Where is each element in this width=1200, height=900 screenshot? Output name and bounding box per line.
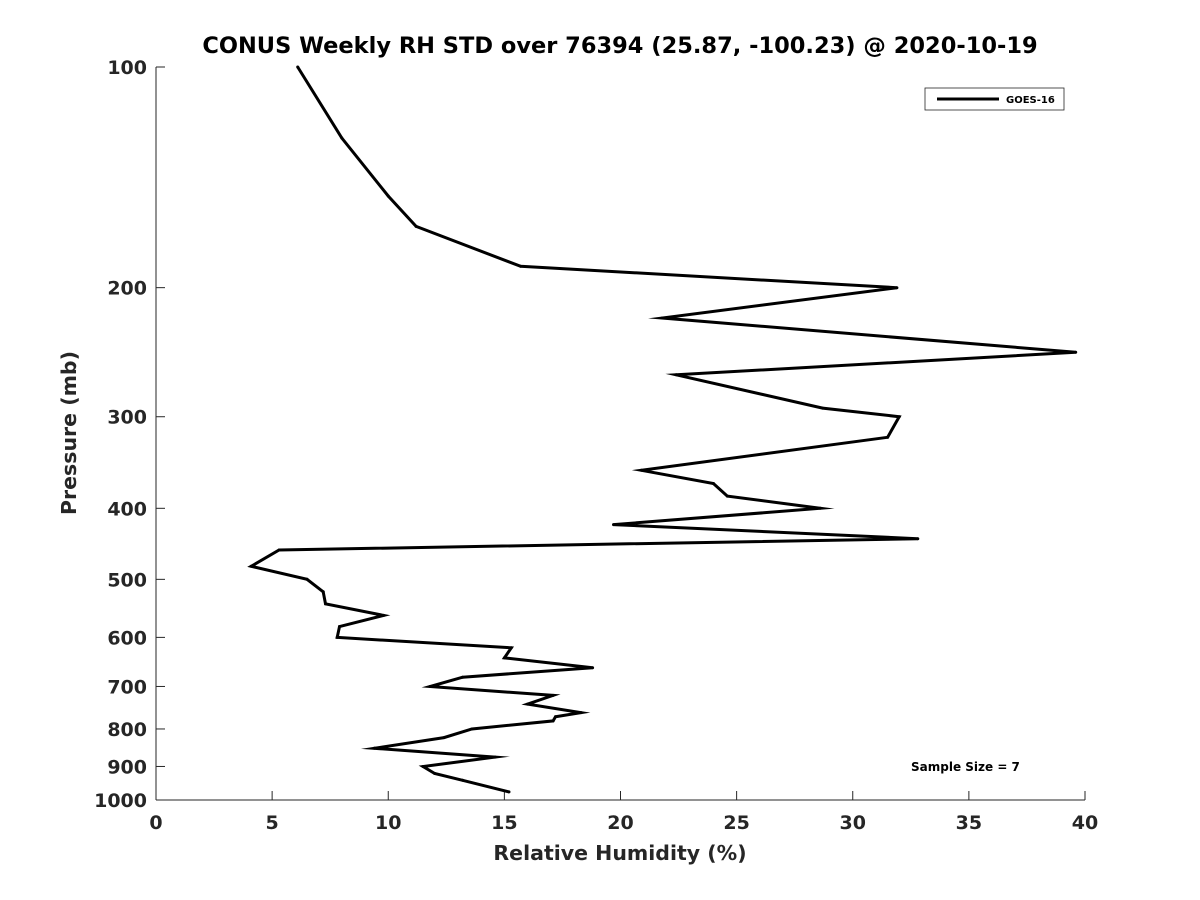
data-point <box>386 194 390 198</box>
data-point <box>507 790 511 794</box>
series-layer <box>247 65 1078 794</box>
sample-size-annotation: Sample Size = 7 <box>911 760 1020 774</box>
data-point <box>821 406 825 410</box>
data-point <box>818 506 822 510</box>
data-point <box>421 765 425 768</box>
data-point <box>591 666 595 670</box>
y-tick-label: 1000 <box>94 790 147 812</box>
data-point <box>493 755 497 759</box>
data-point <box>277 548 281 552</box>
data-point <box>296 65 300 69</box>
legend: GOES-16 <box>924 87 1065 111</box>
y-tick-label: 700 <box>107 676 147 698</box>
data-point <box>305 577 309 581</box>
y-tick-label: 200 <box>107 278 147 300</box>
data-point <box>579 711 583 715</box>
y-tick-label: 100 <box>107 57 147 79</box>
data-point <box>335 635 339 639</box>
data-point <box>470 727 474 731</box>
y-tick-label: 400 <box>107 498 147 520</box>
legend-label-goes16: GOES-16 <box>1006 95 1055 106</box>
x-tick-label: 5 <box>266 812 279 834</box>
data-point <box>428 685 432 688</box>
data-point <box>433 772 437 775</box>
x-tick-label: 0 <box>149 812 162 834</box>
data-point <box>674 373 678 377</box>
data-point <box>338 625 341 629</box>
y-axis-ticks: 100 200 300 400 500 600 700 800 900 1000 <box>94 57 165 812</box>
data-point <box>886 435 890 439</box>
y-tick-label: 600 <box>107 627 147 649</box>
data-point <box>554 715 557 719</box>
series-line-goes16 <box>247 66 1076 794</box>
data-point <box>340 136 344 140</box>
data-point <box>502 656 506 660</box>
data-point <box>382 613 386 617</box>
data-point <box>895 286 899 290</box>
data-point <box>442 736 446 740</box>
data-point <box>1074 350 1078 354</box>
x-tick-label: 40 <box>1072 812 1098 834</box>
data-point <box>526 702 530 706</box>
data-point <box>551 693 555 697</box>
x-tick-label: 20 <box>607 812 633 834</box>
data-point <box>612 523 615 527</box>
y-tick-label: 900 <box>107 756 147 778</box>
data-point <box>324 602 327 606</box>
chart-title: CONUS Weekly RH STD over 76394 (25.87, -… <box>202 33 1037 59</box>
data-point <box>639 468 643 472</box>
data-point <box>509 646 513 650</box>
data-point <box>321 590 325 594</box>
data-point <box>660 316 664 320</box>
y-tick-label: 800 <box>107 719 147 741</box>
x-tick-label: 15 <box>491 812 517 834</box>
x-tick-label: 25 <box>723 812 749 834</box>
data-point <box>711 482 715 485</box>
data-point <box>725 494 729 498</box>
x-tick-label: 35 <box>956 812 982 834</box>
plot-area <box>156 67 1085 800</box>
x-axis-label: Relative Humidity (%) <box>493 841 746 865</box>
data-point <box>551 719 555 723</box>
data-point <box>249 564 253 568</box>
data-point <box>519 264 523 268</box>
x-axis-ticks: 0 5 10 15 20 25 30 35 40 <box>149 791 1098 834</box>
x-tick-label: 30 <box>840 812 866 834</box>
data-point <box>461 675 465 679</box>
data-point <box>414 224 418 228</box>
y-tick-label: 300 <box>107 407 147 429</box>
data-point <box>461 778 465 782</box>
x-tick-label: 10 <box>375 812 401 834</box>
data-point <box>916 537 920 541</box>
data-point <box>372 746 376 750</box>
data-point <box>897 415 901 419</box>
y-tick-label: 500 <box>107 569 147 591</box>
y-axis-label: Pressure (mb) <box>57 351 81 515</box>
